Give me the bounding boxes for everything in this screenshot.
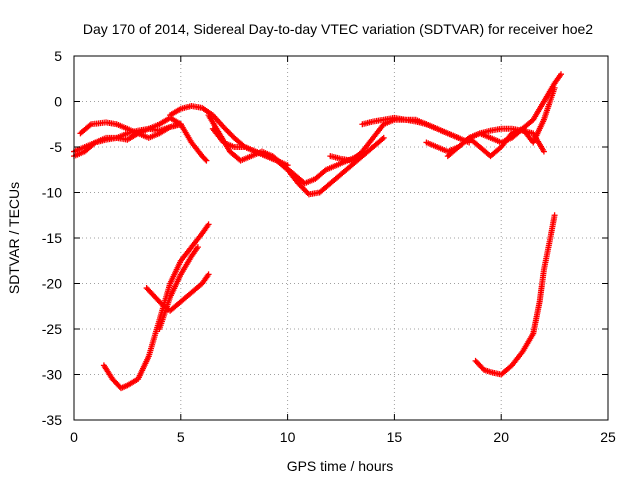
y-tick-label: 5 [54, 48, 62, 64]
series-arc-14 [156, 244, 201, 332]
data-point [558, 71, 565, 78]
data-point [203, 157, 210, 164]
data-point [202, 156, 209, 163]
x-tick-label: 0 [70, 429, 78, 445]
x-tick-label: 10 [280, 429, 296, 445]
y-tick-label: -10 [42, 185, 62, 201]
y-tick-label: -25 [42, 321, 62, 337]
series-arc-1 [71, 114, 210, 164]
y-tick-label: -15 [42, 230, 62, 246]
data-point [205, 221, 212, 228]
series-arc-3 [77, 119, 184, 141]
data-point [86, 122, 93, 129]
x-tick-label: 20 [493, 429, 509, 445]
y-tick-label: -5 [50, 139, 63, 155]
x-tick-label: 15 [387, 429, 403, 445]
series-arc-13 [143, 271, 212, 314]
data-point [91, 140, 98, 147]
data-point [540, 148, 547, 155]
data-point [205, 271, 212, 278]
y-tick-label: 0 [54, 94, 62, 110]
series-arc-15 [472, 212, 558, 378]
chart-title: Day 170 of 2014, Sidereal Day-to-day VTE… [83, 21, 593, 37]
data-point [321, 167, 328, 174]
data-point [177, 121, 184, 128]
x-tick-label: 5 [177, 429, 185, 445]
y-axis-label: SDTVAR / TECUs [6, 182, 22, 294]
y-tick-label: -20 [42, 276, 62, 292]
grid [74, 56, 608, 420]
axis-ticks: 0 5 10 15 20 25 5 0 -5 -10 -15 -20 -25 -30 -35 [42, 48, 616, 445]
series-arc-11 [466, 84, 558, 160]
y-tick-label: -35 [42, 412, 62, 428]
data-point [551, 84, 558, 91]
data-point [379, 136, 386, 143]
data-point [380, 134, 387, 141]
x-tick-label: 25 [600, 429, 616, 445]
series-arc-6 [209, 125, 387, 198]
data-point [551, 212, 558, 219]
series-arc-8 [359, 114, 473, 146]
x-axis-label: GPS time / hours [287, 458, 394, 474]
data-point [194, 244, 201, 251]
data-layer [71, 71, 565, 392]
y-tick-label: -30 [42, 367, 62, 383]
